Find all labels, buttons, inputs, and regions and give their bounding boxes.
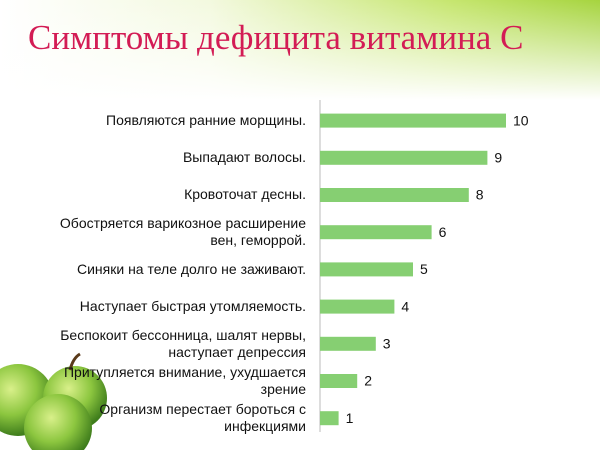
bar [320,113,506,128]
category-label: Притупляется внимание, ухудшается зрение [63,363,306,397]
bar [320,336,376,351]
value-label: 1 [346,410,354,426]
category-label: Организм перестает бороться с инфекциями [99,401,306,435]
value-label: 6 [439,224,447,240]
bar [320,411,339,426]
category-label: Кровоточат десны. [184,186,306,203]
bar [320,225,432,240]
category-label: Беспокоит бессонница, шалят нервы, насту… [60,326,306,360]
bar [320,299,395,314]
apple-stem [68,352,81,371]
chart-title: Симптомы дефицита витамина С [28,18,524,57]
category-label: Наступает быстрая утомляемость. [79,298,306,314]
category-label: Синяки на теле долго не заживают. [76,260,306,277]
category-label: Обостряется варикозное расширение вен, г… [59,215,306,249]
bar [320,374,358,388]
value-label: 3 [383,336,391,352]
value-label: 10 [513,112,529,128]
value-label: 8 [476,187,484,203]
value-label: 4 [401,298,409,314]
bar [320,188,469,202]
category-label: Выпадают волосы. [182,149,306,166]
category-label: Появляются ранние морщины. [106,112,306,128]
bar [320,262,413,277]
bar [320,150,488,165]
value-label: 9 [494,150,502,166]
apple [24,394,92,450]
value-label: 5 [420,261,428,277]
value-label: 2 [364,373,372,389]
